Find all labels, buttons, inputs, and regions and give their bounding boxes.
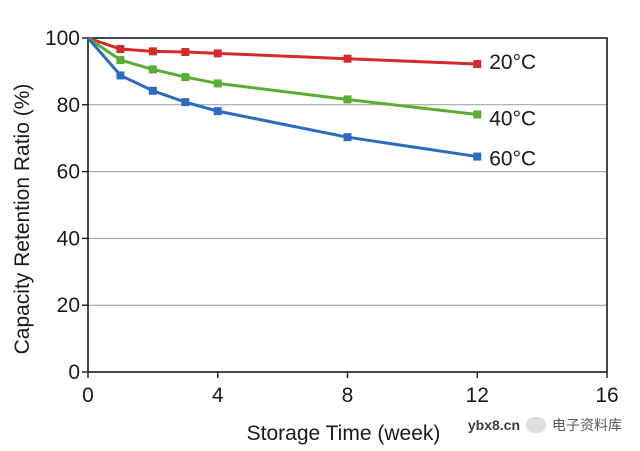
data-point-20C-4 [213,49,222,58]
x-tick-label-16: 16 [595,384,618,407]
watermark-logo-icon [526,417,546,433]
x-tick-label-4: 4 [212,384,224,407]
data-point-40C-8 [343,95,352,104]
data-point-20C-12 [473,60,482,69]
data-point-60C-3 [181,98,190,107]
data-point-40C-12 [473,110,482,119]
y-tick-label-40: 40 [57,227,80,250]
y-tick-label-60: 60 [57,161,80,184]
data-point-20C-2 [148,47,157,56]
y-tick-label-80: 80 [57,94,80,117]
data-point-20C-8 [343,54,352,63]
plot-frame [87,37,608,373]
series-label-20C: 20°C [489,51,536,74]
y-tick-label-100: 100 [45,27,80,50]
data-point-60C-2 [148,86,157,95]
x-tick-label-12: 12 [466,384,489,407]
data-point-40C-2 [148,65,157,74]
series-label-40C: 40°C [489,107,536,130]
watermark: ybx8.cn 电子资料库 [468,415,622,435]
data-point-40C-4 [213,79,222,88]
x-axis-title: Storage Time (week) [247,422,441,445]
data-point-20C-1 [116,45,125,54]
data-point-60C-12 [473,152,482,161]
data-point-40C-1 [116,56,125,65]
y-tick-label-0: 0 [68,361,80,384]
data-point-40C-3 [181,73,190,82]
data-point-20C-3 [181,48,190,57]
watermark-name: 电子资料库 [552,417,622,433]
data-point-60C-1 [116,71,125,80]
x-tick-label-0: 0 [82,384,94,407]
data-point-60C-8 [343,133,352,142]
watermark-domain: ybx8.cn [467,417,520,433]
data-point-60C-4 [213,107,222,116]
series-label-60C: 60°C [489,148,536,171]
x-tick-label-8: 8 [342,384,354,407]
y-axis-title: Capacity Retention Ratio (%) [11,84,34,355]
y-tick-label-20: 20 [57,294,80,317]
series-line-20C [87,36,478,66]
